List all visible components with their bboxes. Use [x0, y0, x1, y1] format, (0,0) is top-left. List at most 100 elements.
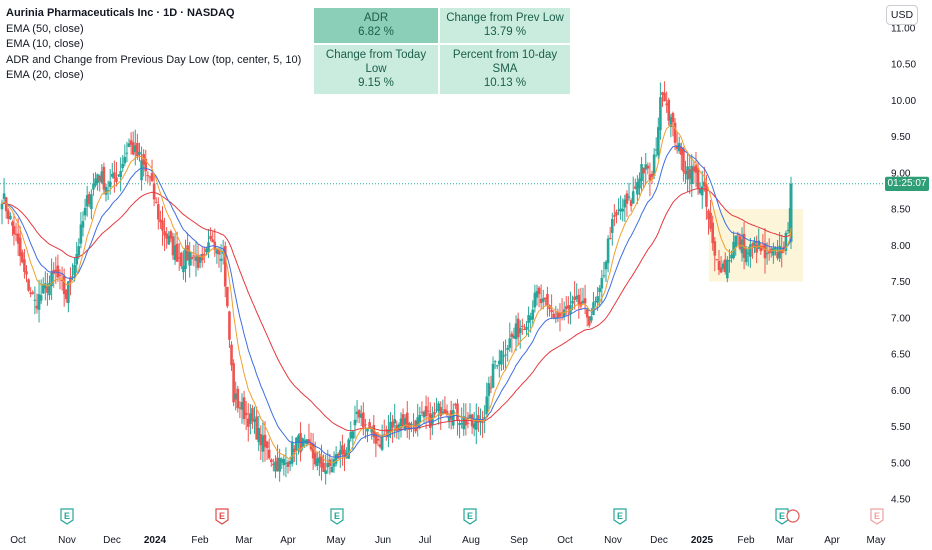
earnings-badge[interactable] [613, 508, 627, 525]
candle-body [657, 127, 660, 156]
candle [336, 452, 340, 459]
earnings-badge[interactable] [463, 508, 477, 525]
candle-body [587, 316, 591, 326]
candle-body [96, 174, 99, 184]
candle [590, 307, 593, 324]
candle-body [460, 423, 463, 425]
earnings-marker[interactable]: E [775, 508, 789, 525]
symbol-title[interactable]: Aurinia Pharmaceuticals Inc · 1D · NASDA… [6, 7, 235, 19]
candle [541, 289, 545, 310]
candle-body [177, 257, 181, 259]
price-axis[interactable]: 11.00 10.50 10.00 9.50 9.00 8.50 8.00 7.50 7.00 6… [885, 24, 929, 506]
candle-body [516, 318, 520, 338]
candle-body [749, 244, 752, 257]
candle [92, 173, 95, 196]
candle [621, 198, 625, 222]
candle [391, 415, 394, 443]
legend-adr[interactable]: ADR and Change from Previous Day Low (to… [6, 53, 302, 66]
earnings-badge[interactable] [215, 508, 229, 525]
candle-body [539, 298, 543, 304]
legend-ema10[interactable]: EMA (10, close) [6, 38, 84, 50]
candle-body [529, 316, 532, 320]
candle [290, 435, 294, 467]
time-tick-label: Feb [737, 535, 755, 546]
candle [182, 250, 185, 280]
earnings-badge[interactable] [60, 508, 74, 525]
candle [684, 160, 687, 184]
candle-body [205, 248, 208, 253]
candle-body [184, 247, 187, 269]
candle [217, 247, 221, 268]
candle-body [441, 411, 445, 414]
candle-body [244, 412, 248, 416]
candle-body [414, 420, 417, 432]
candle-body [364, 424, 367, 426]
candle [495, 364, 499, 370]
candle-body [707, 210, 710, 220]
earnings-marker[interactable]: E [60, 508, 74, 525]
candle [642, 167, 645, 189]
earnings-marker[interactable]: E [613, 508, 627, 525]
candle [491, 356, 495, 389]
candle-body [255, 416, 258, 440]
candle-body [523, 328, 526, 330]
candle [318, 450, 321, 476]
candle [349, 421, 353, 442]
candle [539, 284, 543, 310]
event-circle-icon[interactable] [786, 509, 800, 523]
earnings-badge[interactable] [330, 508, 344, 525]
candle [234, 381, 238, 411]
candle [330, 457, 334, 473]
candle [96, 173, 99, 191]
currency-button[interactable]: USD [886, 5, 918, 25]
event-marker[interactable] [786, 509, 800, 523]
candle [123, 144, 127, 167]
candle-body [311, 443, 315, 459]
candle-body [717, 260, 721, 271]
candle-body [590, 316, 593, 321]
candle-body [550, 309, 553, 313]
candle-body [738, 236, 742, 249]
candle [180, 251, 183, 270]
candle [14, 222, 18, 242]
stats-table: ADR 6.82 % Change from Prev Low 13.79 % … [314, 8, 570, 94]
candle-body [405, 412, 409, 428]
earnings-marker[interactable]: E [870, 508, 884, 525]
candle [328, 453, 332, 475]
candle-body [253, 418, 256, 422]
candle [232, 359, 235, 407]
candle-body [209, 235, 212, 240]
candle-body [332, 459, 336, 467]
candle-body [232, 363, 235, 403]
candle-body [269, 459, 273, 462]
candle-body [636, 182, 639, 195]
time-axis[interactable]: Oct Nov Dec 2024 Feb Mar Apr May Jun Jul Aug Sep Oct… [10, 535, 885, 546]
candle-body [148, 176, 152, 178]
candle-body [696, 167, 700, 189]
earnings-badge[interactable] [775, 508, 789, 525]
earnings-badge[interactable] [870, 508, 884, 525]
candle-body [734, 235, 738, 247]
candle-body [196, 255, 200, 268]
earnings-marker[interactable]: E [463, 508, 477, 525]
candle-body [48, 282, 51, 296]
earnings-marker[interactable]: E [330, 508, 344, 525]
time-tick-label: Dec [103, 535, 121, 546]
legend-ema50[interactable]: EMA (50, close) [6, 22, 84, 35]
candle [177, 242, 181, 271]
candle-body [585, 309, 589, 318]
candle-body [715, 259, 719, 261]
candle [518, 320, 522, 349]
candle [763, 227, 767, 274]
legend-ema20[interactable]: EMA (20, close) [6, 69, 84, 81]
earnings-marker[interactable]: E [215, 508, 229, 525]
candle [322, 454, 325, 472]
candle [625, 190, 629, 217]
candle-body [16, 233, 20, 244]
candle [433, 402, 436, 418]
indicator-legend: Aurinia Pharmaceuticals Inc · 1D · NASDA… [6, 6, 301, 84]
candle [50, 258, 53, 300]
